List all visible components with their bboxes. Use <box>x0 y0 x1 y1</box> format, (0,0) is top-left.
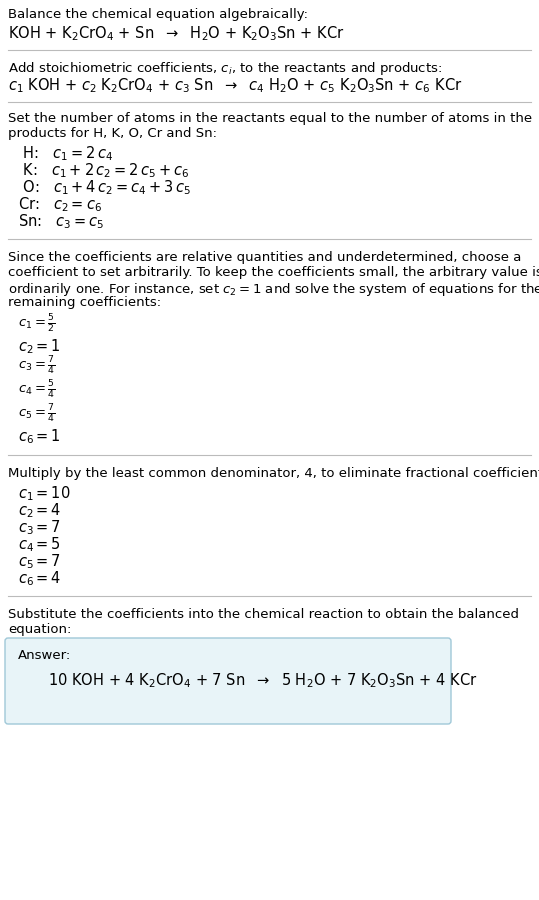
Text: Cr:   $c_2 = c_6$: Cr: $c_2 = c_6$ <box>18 195 102 213</box>
Text: Answer:: Answer: <box>18 649 71 662</box>
Text: Add stoichiometric coefficients, $c_i$, to the reactants and products:: Add stoichiometric coefficients, $c_i$, … <box>8 60 442 77</box>
Text: $c_3 = 7$: $c_3 = 7$ <box>18 518 61 536</box>
Text: Sn:   $c_3 = c_5$: Sn: $c_3 = c_5$ <box>18 212 104 230</box>
Text: Multiply by the least common denominator, 4, to eliminate fractional coefficient: Multiply by the least common denominator… <box>8 467 539 480</box>
Text: $c_2 = 1$: $c_2 = 1$ <box>18 337 61 356</box>
Text: $c_2 = 4$: $c_2 = 4$ <box>18 501 61 519</box>
Text: $c_3 = \frac{7}{4}$: $c_3 = \frac{7}{4}$ <box>18 355 56 377</box>
Text: $c_1 = \frac{5}{2}$: $c_1 = \frac{5}{2}$ <box>18 313 56 335</box>
Text: equation:: equation: <box>8 623 71 636</box>
Text: $c_4 = \frac{5}{4}$: $c_4 = \frac{5}{4}$ <box>18 379 56 401</box>
Text: ordinarily one. For instance, set $c_2 = 1$ and solve the system of equations fo: ordinarily one. For instance, set $c_2 =… <box>8 281 539 298</box>
Text: KOH + K$_2$CrO$_4$ + Sn  $\rightarrow$  H$_2$O + K$_2$O$_3$Sn + KCr: KOH + K$_2$CrO$_4$ + Sn $\rightarrow$ H$… <box>8 24 344 42</box>
Text: $c_5 = \frac{7}{4}$: $c_5 = \frac{7}{4}$ <box>18 403 56 425</box>
Text: Substitute the coefficients into the chemical reaction to obtain the balanced: Substitute the coefficients into the che… <box>8 608 519 621</box>
Text: K:   $c_1 + 2\,c_2 = 2\,c_5 + c_6$: K: $c_1 + 2\,c_2 = 2\,c_5 + c_6$ <box>18 161 189 180</box>
Text: $c_1$ KOH + $c_2$ K$_2$CrO$_4$ + $c_3$ Sn  $\rightarrow$  $c_4$ H$_2$O + $c_5$ K: $c_1$ KOH + $c_2$ K$_2$CrO$_4$ + $c_3$ S… <box>8 76 462 94</box>
Text: 10 KOH + 4 K$_2$CrO$_4$ + 7 Sn  $\rightarrow$  5 H$_2$O + 7 K$_2$O$_3$Sn + 4 KCr: 10 KOH + 4 K$_2$CrO$_4$ + 7 Sn $\rightar… <box>48 671 478 689</box>
FancyBboxPatch shape <box>5 638 451 724</box>
Text: $c_6 = 1$: $c_6 = 1$ <box>18 427 61 446</box>
Text: $c_6 = 4$: $c_6 = 4$ <box>18 569 61 588</box>
Text: Set the number of atoms in the reactants equal to the number of atoms in the: Set the number of atoms in the reactants… <box>8 112 532 125</box>
Text: Balance the chemical equation algebraically:: Balance the chemical equation algebraica… <box>8 8 308 21</box>
Text: products for H, K, O, Cr and Sn:: products for H, K, O, Cr and Sn: <box>8 127 217 140</box>
Text: $c_5 = 7$: $c_5 = 7$ <box>18 552 61 571</box>
Text: Since the coefficients are relative quantities and underdetermined, choose a: Since the coefficients are relative quan… <box>8 251 521 264</box>
Text: coefficient to set arbitrarily. To keep the coefficients small, the arbitrary va: coefficient to set arbitrarily. To keep … <box>8 266 539 279</box>
Text: remaining coefficients:: remaining coefficients: <box>8 296 161 309</box>
Text: O:   $c_1 + 4\,c_2 = c_4 + 3\,c_5$: O: $c_1 + 4\,c_2 = c_4 + 3\,c_5$ <box>18 178 191 197</box>
Text: $c_1 = 10$: $c_1 = 10$ <box>18 484 71 503</box>
Text: $c_4 = 5$: $c_4 = 5$ <box>18 535 61 554</box>
Text: H:   $c_1 = 2\,c_4$: H: $c_1 = 2\,c_4$ <box>18 144 113 163</box>
